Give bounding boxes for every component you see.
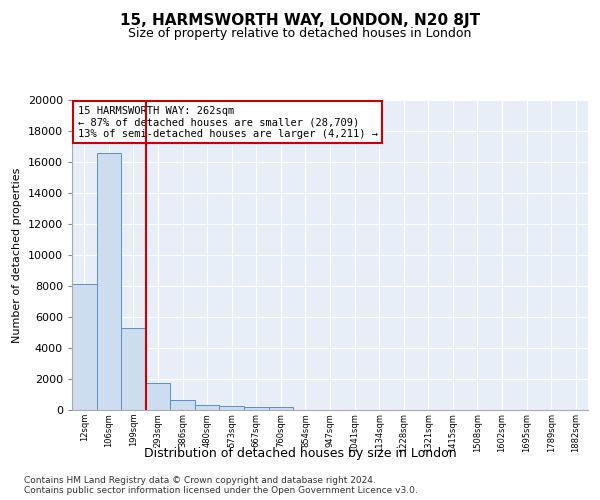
Bar — [146, 383, 170, 410]
Bar — [72, 284, 97, 410]
Bar — [97, 152, 121, 410]
Bar — [170, 400, 195, 410]
Bar — [121, 328, 146, 410]
Text: Distribution of detached houses by size in London: Distribution of detached houses by size … — [143, 448, 457, 460]
Bar — [244, 407, 269, 410]
Text: Size of property relative to detached houses in London: Size of property relative to detached ho… — [128, 28, 472, 40]
Bar — [195, 405, 220, 410]
Bar — [269, 407, 293, 410]
Text: 15, HARMSWORTH WAY, LONDON, N20 8JT: 15, HARMSWORTH WAY, LONDON, N20 8JT — [120, 12, 480, 28]
Bar — [220, 406, 244, 410]
Text: Contains HM Land Registry data © Crown copyright and database right 2024.
Contai: Contains HM Land Registry data © Crown c… — [24, 476, 418, 495]
Text: 15 HARMSWORTH WAY: 262sqm
← 87% of detached houses are smaller (28,709)
13% of s: 15 HARMSWORTH WAY: 262sqm ← 87% of detac… — [77, 106, 377, 139]
Y-axis label: Number of detached properties: Number of detached properties — [12, 168, 22, 342]
